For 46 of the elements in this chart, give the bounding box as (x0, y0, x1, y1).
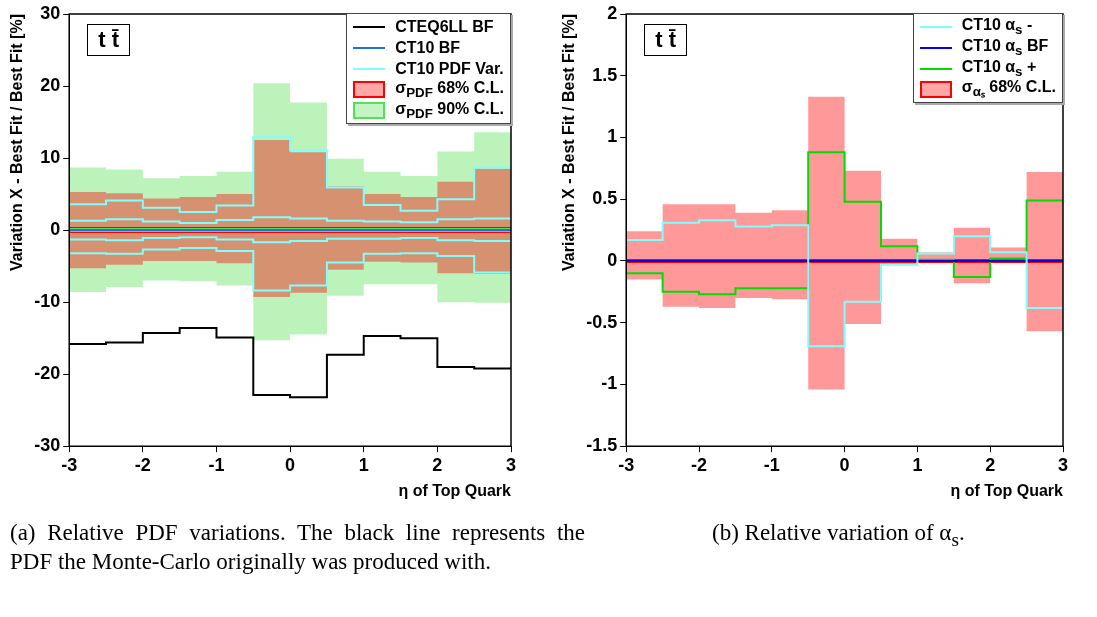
x-tick-label: 1 (358, 454, 369, 475)
y-tick-label: 10 (40, 147, 61, 168)
x-tick-label: -2 (691, 454, 708, 475)
legend-label: CT10 α$_{s}$ + (961, 57, 1037, 80)
x-tick-label: 2 (985, 454, 996, 475)
x-axis-title: η of Top Quark (398, 481, 512, 499)
y-axis-title: Variation X - Best Fit / Best Fit [%] (560, 14, 578, 271)
annotation: t t̄ (87, 24, 130, 56)
x-axis-title: η of Top Quark (950, 481, 1064, 499)
legend-label: σ$_{αₛ}$ 68% C.L. (961, 78, 1056, 101)
x-tick-label: -2 (134, 454, 151, 475)
x-tick-label: 0 (285, 454, 296, 475)
x-tick-label: -3 (61, 454, 78, 475)
legend-label: σ$_{PDF}$ 90% C.L. (395, 99, 504, 122)
legend-label: σ$_{PDF}$ 68% C.L. (395, 78, 504, 101)
annotation: t t̄ (644, 24, 687, 56)
y-tick-label: 2 (607, 2, 618, 23)
y-tick-label: 1 (607, 126, 618, 147)
y-axis-title: Variation X - Best Fit / Best Fit [%] (8, 14, 26, 271)
y-tick-label: -0.5 (586, 311, 618, 332)
y-tick-label: -10 (34, 291, 61, 312)
legend-label: CTEQ6LL BF (395, 17, 494, 36)
y-tick-label: -1.5 (586, 435, 618, 456)
x-tick-label: 3 (505, 454, 517, 475)
x-tick-label: -1 (208, 454, 225, 475)
legend-label: CT10 α$_{s}$ - (961, 15, 1033, 38)
x-tick-label: 0 (839, 454, 850, 475)
x-tick-label: -1 (763, 454, 780, 475)
y-tick-label: 0 (50, 219, 61, 240)
legend-label: CT10 α$_{s}$ BF (961, 36, 1049, 59)
y-tick-label: -20 (34, 363, 61, 384)
x-tick-label: 2 (432, 454, 443, 475)
text: (a) Relative PDF variations. The black line represents the PDF the Monte-Carlo originally was produced with. (10, 519, 585, 576)
y-tick-label: 20 (40, 75, 61, 95)
y-tick-label: 0.5 (592, 188, 618, 209)
legend-label: CT10 BF (395, 38, 461, 57)
x-tick-label: 1 (912, 454, 923, 475)
y-tick-label: -30 (34, 435, 61, 456)
text: (b) Relative variation of α$_{s}$. (712, 519, 965, 552)
y-tick-label: 30 (40, 2, 61, 23)
y-tick-label: 1.5 (592, 64, 618, 85)
y-tick-label: -1 (601, 373, 618, 394)
legend-label: CT10 PDF Var. (395, 59, 504, 78)
y-tick-label: 0 (607, 249, 618, 270)
x-tick-label: -3 (618, 454, 635, 475)
x-tick-label: 3 (1057, 454, 1069, 475)
